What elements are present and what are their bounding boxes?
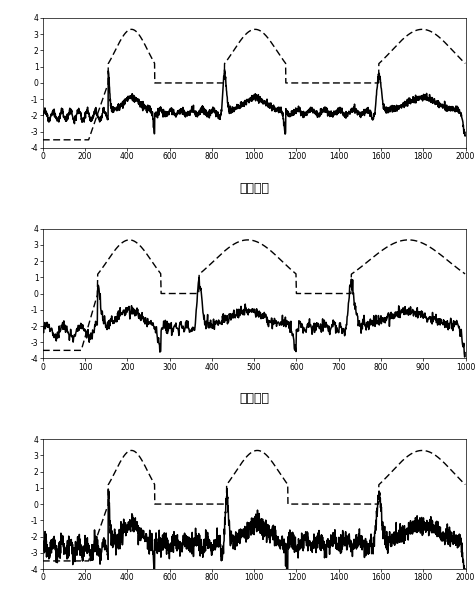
Text: 正常状态: 正常状态 [239, 181, 269, 195]
Text: 中度厕损: 中度厕损 [239, 392, 269, 406]
